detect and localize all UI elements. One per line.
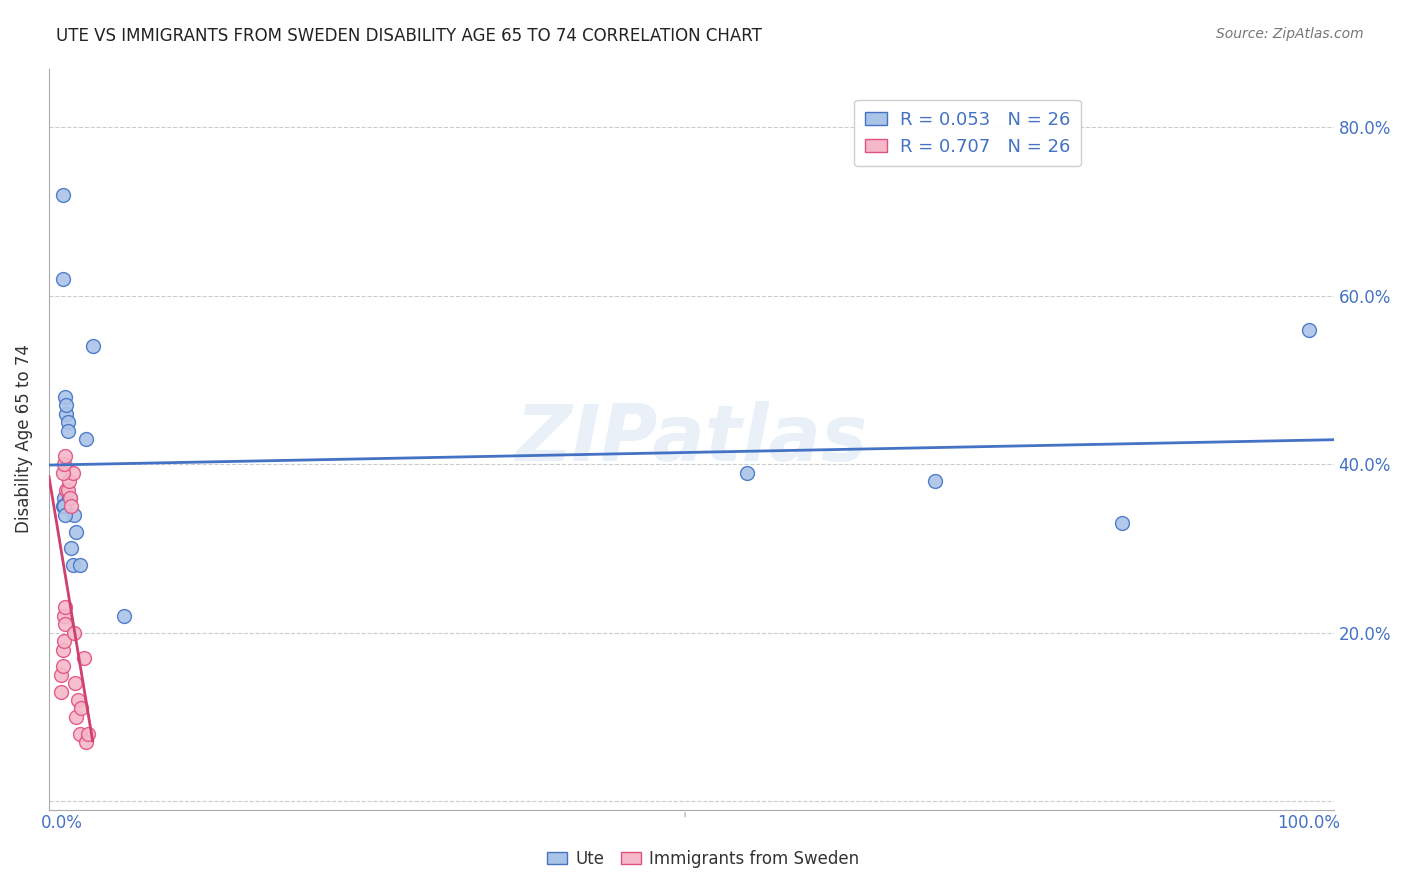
Legend: R = 0.053   N = 26, R = 0.707   N = 26: R = 0.053 N = 26, R = 0.707 N = 26: [855, 100, 1081, 167]
Point: [55, 398, 77, 412]
Point: [924, 474, 946, 488]
Point: [52, 659, 75, 673]
Point: [66, 693, 89, 707]
Point: [52, 187, 75, 202]
Point: [51, 684, 73, 698]
Point: [73, 651, 96, 665]
Point: [53, 600, 76, 615]
Point: [53, 390, 76, 404]
Point: [51, 668, 73, 682]
Point: [65, 524, 87, 539]
Point: [52, 500, 75, 514]
Point: [52, 458, 75, 472]
Point: [62, 558, 84, 573]
Text: ZIPatlas: ZIPatlas: [515, 401, 868, 477]
Point: [56, 415, 79, 429]
Point: [1111, 516, 1133, 531]
Point: [52, 642, 75, 657]
Point: [75, 735, 97, 749]
Point: [55, 407, 77, 421]
Text: Source: ZipAtlas.com: Source: ZipAtlas.com: [1216, 27, 1364, 41]
Point: [52, 634, 75, 648]
Point: [59, 491, 82, 505]
Point: [59, 491, 82, 505]
Point: [53, 449, 76, 463]
Point: [69, 558, 91, 573]
Point: [1298, 322, 1320, 336]
Point: [52, 491, 75, 505]
Point: [65, 710, 87, 724]
Point: [112, 608, 135, 623]
Point: [53, 617, 76, 632]
Point: [75, 432, 97, 446]
Point: [63, 676, 86, 690]
Point: [52, 500, 75, 514]
Legend: Ute, Immigrants from Sweden: Ute, Immigrants from Sweden: [540, 844, 866, 875]
Point: [737, 466, 759, 480]
Point: [70, 701, 93, 715]
Point: [63, 625, 86, 640]
Point: [52, 608, 75, 623]
Point: [60, 541, 83, 556]
Text: UTE VS IMMIGRANTS FROM SWEDEN DISABILITY AGE 65 TO 74 CORRELATION CHART: UTE VS IMMIGRANTS FROM SWEDEN DISABILITY…: [56, 27, 762, 45]
Point: [56, 483, 79, 497]
Point: [56, 424, 79, 438]
Point: [58, 491, 80, 505]
Point: [52, 500, 75, 514]
Point: [63, 508, 86, 522]
Y-axis label: Disability Age 65 to 74: Disability Age 65 to 74: [15, 344, 32, 533]
Point: [60, 500, 83, 514]
Point: [55, 483, 77, 497]
Point: [53, 508, 76, 522]
Point: [52, 272, 75, 286]
Point: [62, 466, 84, 480]
Point: [58, 474, 80, 488]
Point: [52, 466, 75, 480]
Point: [82, 339, 104, 353]
Point: [69, 727, 91, 741]
Point: [76, 727, 98, 741]
